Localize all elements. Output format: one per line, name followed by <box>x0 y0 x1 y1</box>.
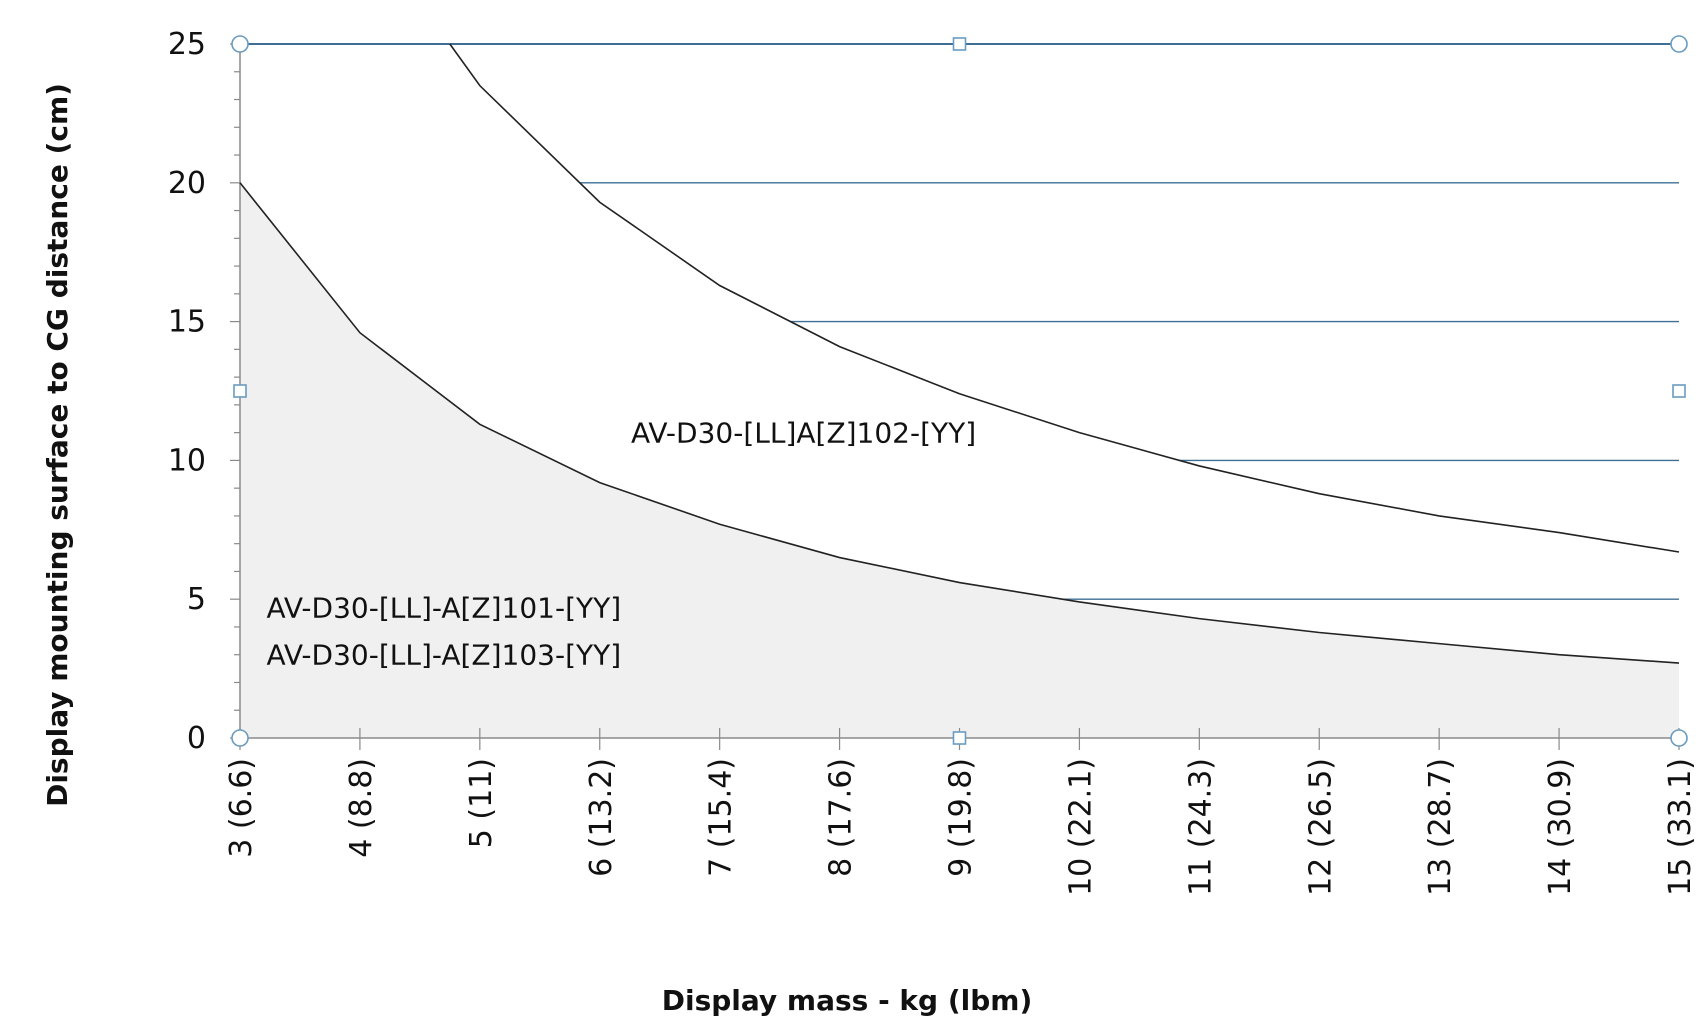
x-tick-label: 8 (17.6) <box>824 758 859 877</box>
resize-handle-corner[interactable] <box>1670 729 1688 747</box>
y-axis-title: Display mounting surface to CG distance … <box>41 83 74 807</box>
x-tick-label: 15 (33.1) <box>1663 758 1698 896</box>
resize-handle-edge[interactable] <box>952 731 967 745</box>
resize-handle-edge[interactable] <box>233 384 247 398</box>
upper-curve <box>449 43 1680 553</box>
x-tick-label: 9 (19.8) <box>944 758 979 877</box>
selection-handles[interactable] <box>231 35 1688 747</box>
resize-handle-corner[interactable] <box>231 729 249 747</box>
x-tick-label: 3 (6.6) <box>224 758 259 858</box>
curves <box>239 43 1680 664</box>
y-tick-label: 25 <box>168 27 206 62</box>
resize-handle-corner[interactable] <box>231 35 249 53</box>
x-tick-label: 14 (30.9) <box>1543 758 1578 896</box>
resize-handle-corner[interactable] <box>1670 35 1688 53</box>
x-axis-title: Display mass - kg (lbm) <box>662 984 1033 1017</box>
shaded-area-lower-curve <box>240 182 1679 739</box>
tick-labels: 0 5 10 15 20 25 3 (6.6) 4 (8.8) 5 (11) 6 (13.2) 7 … <box>168 27 1698 896</box>
resize-handle-edge[interactable] <box>1672 384 1686 398</box>
x-tick-label: 7 (15.4) <box>704 758 739 877</box>
y-tick-label: 0 <box>187 721 206 756</box>
y-tick-label: 15 <box>168 305 206 340</box>
y-tick-label: 20 <box>168 166 206 201</box>
x-tick-label: 4 (8.8) <box>344 758 379 858</box>
x-tick-label: 11 (24.3) <box>1183 758 1218 896</box>
y-tick-label: 5 <box>187 582 206 617</box>
annotation-label: AV-D30-[LL]-A[Z]103-[YY] <box>267 639 622 672</box>
lower-curve <box>239 182 1680 664</box>
y-tick-label: 10 <box>168 443 206 478</box>
x-tick-label: 5 (11) <box>464 758 499 848</box>
x-tick-label: 10 (22.1) <box>1063 758 1098 896</box>
x-tick-label: 12 (26.5) <box>1303 758 1338 896</box>
annotation-label: AV-D30-[LL]A[Z]102-[YY] <box>631 417 976 450</box>
x-tick-label: 6 (13.2) <box>584 758 619 877</box>
annotations: AV-D30-[LL]A[Z]102-[YY] AV-D30-[LL]-A[Z]1… <box>267 417 977 672</box>
annotation-label: AV-D30-[LL]-A[Z]101-[YY] <box>267 592 622 625</box>
x-tick-label: 13 (28.7) <box>1423 758 1458 896</box>
resize-handle-edge[interactable] <box>952 37 967 51</box>
